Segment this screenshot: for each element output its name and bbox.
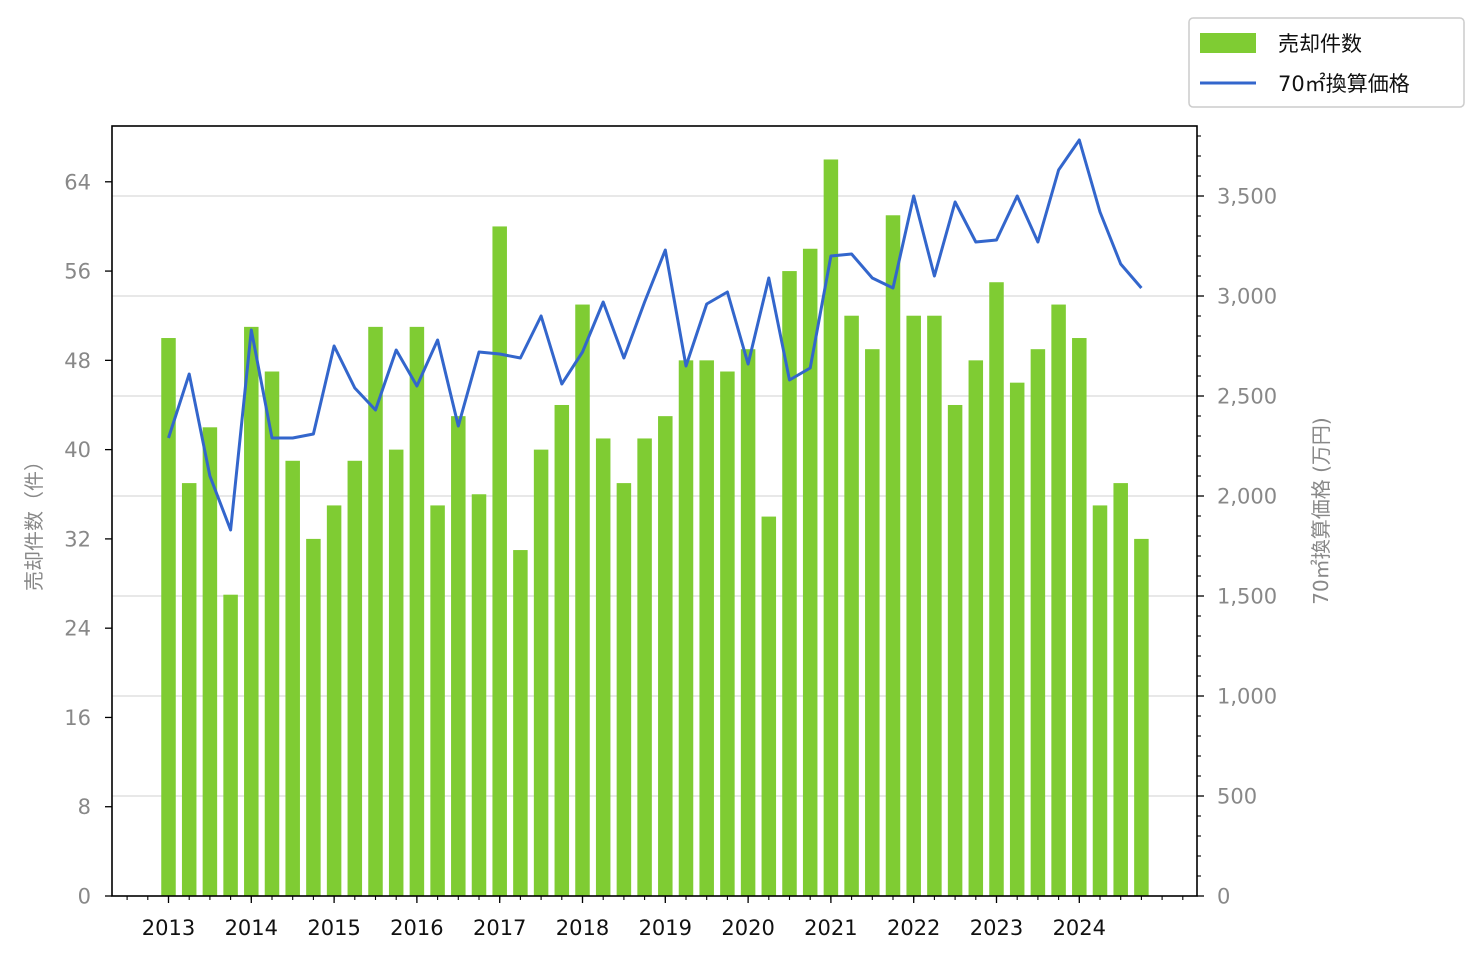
bar — [513, 550, 528, 896]
right-tick-label: 2,000 — [1217, 485, 1277, 509]
bar — [181, 483, 197, 896]
bar — [823, 159, 839, 896]
bar — [1134, 538, 1149, 896]
bar — [1009, 382, 1025, 897]
bar — [1072, 338, 1087, 896]
bar — [533, 449, 549, 896]
left-axis-label: 売却件数（件） — [22, 451, 46, 591]
right-tick-label: 1,000 — [1217, 685, 1277, 709]
bar — [244, 326, 259, 896]
bar — [554, 404, 570, 896]
right-axis-label: 70㎡換算価格 (万円) — [1309, 417, 1333, 604]
bar — [1030, 349, 1046, 896]
legend: 売却件数 70㎡換算価格 — [1188, 17, 1465, 108]
x-axis-ticks: 2013 2014 2015 2016 2017 2018 2019 2020 2021 2022… — [126, 896, 1184, 940]
bar — [885, 215, 901, 896]
bar — [1092, 505, 1108, 896]
bar — [906, 315, 921, 896]
bar — [430, 505, 445, 896]
left-tick-label: 64 — [64, 170, 91, 194]
left-tick-label: 16 — [64, 706, 91, 730]
bar — [575, 304, 590, 896]
bar — [388, 449, 404, 896]
left-axis-ticks: 0 8 16 24 32 40 48 56 64 — [64, 170, 112, 909]
x-tick-label: 2020 — [721, 916, 774, 940]
left-tick-label: 24 — [64, 617, 91, 641]
x-tick-label: 2015 — [307, 916, 360, 940]
left-tick-label: 8 — [78, 795, 91, 819]
x-tick-label: 2019 — [639, 916, 692, 940]
bar — [865, 349, 880, 896]
x-tick-label: 2014 — [225, 916, 278, 940]
bar — [409, 326, 425, 896]
bar — [927, 315, 942, 896]
x-tick-label: 2018 — [556, 916, 609, 940]
bar — [637, 438, 652, 896]
bar-series — [161, 159, 1149, 897]
bar — [782, 271, 797, 896]
bar — [989, 282, 1004, 896]
price-line — [167, 138, 1143, 532]
right-tick-label: 3,500 — [1217, 185, 1277, 209]
plot-frame — [111, 125, 1198, 897]
bar — [802, 248, 818, 897]
x-tick-label: 2016 — [390, 916, 443, 940]
bar — [223, 594, 238, 896]
x-tick-label: 2022 — [887, 916, 940, 940]
x-tick-label: 2024 — [1053, 916, 1106, 940]
bar — [947, 404, 963, 896]
line-series — [167, 138, 1143, 532]
left-tick-label: 32 — [64, 527, 91, 551]
right-tick-label: 1,500 — [1217, 585, 1277, 609]
bar — [595, 438, 611, 896]
bar — [740, 349, 756, 896]
x-tick-label: 2013 — [142, 916, 195, 940]
bar — [264, 371, 280, 897]
bar — [658, 416, 673, 896]
right-axis-ticks: 0 500 1,000 1,500 2,000 2,500 3,000 3,500 — [1197, 135, 1277, 909]
bar — [161, 338, 176, 896]
legend-bar-swatch — [1200, 33, 1256, 53]
bar — [968, 360, 984, 896]
bar — [368, 326, 383, 896]
legend-bar-label: 売却件数 — [1278, 32, 1362, 56]
bar — [326, 505, 342, 896]
legend-line-label: 70㎡換算価格 — [1278, 72, 1410, 96]
x-tick-label: 2023 — [970, 916, 1023, 940]
legend-box — [1188, 17, 1465, 108]
bar — [306, 538, 321, 896]
bar — [202, 427, 218, 896]
right-tick-label: 3,000 — [1217, 285, 1277, 309]
right-tick-label: 0 — [1217, 885, 1230, 909]
right-tick-label: 2,500 — [1217, 385, 1277, 409]
bar — [678, 360, 694, 896]
bar — [1113, 483, 1128, 896]
bar — [492, 226, 507, 896]
right-tick-label: 500 — [1217, 785, 1257, 809]
bar — [285, 460, 300, 896]
bar — [451, 416, 466, 896]
bar — [471, 494, 487, 896]
x-tick-label: 2017 — [473, 916, 526, 940]
bar — [720, 371, 735, 897]
bar — [616, 483, 632, 896]
left-tick-label: 40 — [64, 438, 91, 462]
bar — [844, 315, 859, 896]
x-tick-label: 2021 — [804, 916, 857, 940]
bar — [699, 360, 714, 896]
left-tick-label: 48 — [64, 349, 91, 373]
bar — [1051, 304, 1066, 896]
bar — [347, 460, 363, 896]
left-tick-label: 0 — [78, 885, 91, 909]
bar — [761, 516, 777, 896]
left-tick-label: 56 — [64, 260, 91, 284]
